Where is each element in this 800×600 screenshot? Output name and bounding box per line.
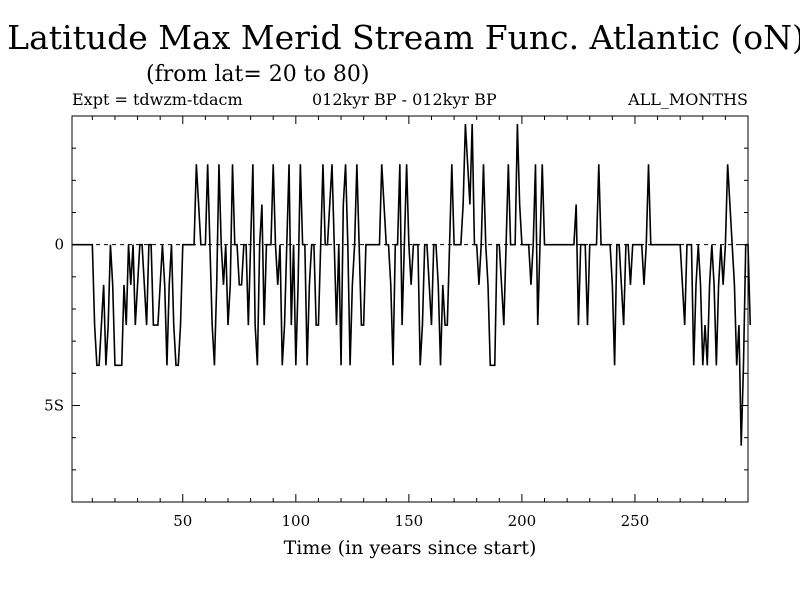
x-tick-label: 100 — [282, 512, 311, 530]
experiment-label: Expt = tdwzm-tdacm — [72, 90, 243, 109]
months-label: ALL_MONTHS — [628, 90, 748, 109]
series-line — [72, 123, 752, 446]
chart-title: Latitude Max Merid Stream Func. Atlantic… — [7, 18, 800, 57]
period-label: 012kyr BP - 012kyr BP — [312, 90, 497, 109]
x-tick-label: 250 — [621, 512, 650, 530]
y-tick-label: 0 — [54, 236, 64, 254]
chart-subtitle: (from lat= 20 to 80) — [146, 62, 370, 87]
x-tick-label: 200 — [508, 512, 537, 530]
tick-labels: 50 100 150 200 250 0 5S — [44, 236, 649, 530]
x-axis-label: Time (in years since start) — [283, 537, 537, 559]
y-tick-label: 5S — [44, 397, 64, 415]
x-tick-label: 150 — [395, 512, 424, 530]
x-tick-label: 50 — [173, 512, 192, 530]
axis-ticks — [72, 116, 748, 502]
